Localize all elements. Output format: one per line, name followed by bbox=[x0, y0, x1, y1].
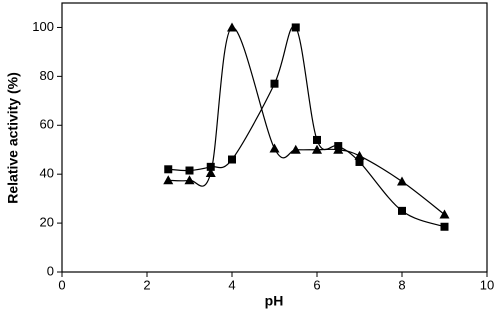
triangle-marker bbox=[227, 22, 237, 32]
triangle-marker bbox=[333, 144, 344, 154]
square-marker bbox=[228, 155, 236, 164]
y-tick-label: 40 bbox=[40, 166, 54, 181]
y-tick-label: 0 bbox=[47, 263, 54, 278]
x-tick-label: 2 bbox=[143, 277, 150, 292]
square-marker bbox=[355, 157, 364, 166]
triangle-marker bbox=[354, 150, 365, 160]
y-tick-label: 60 bbox=[40, 117, 54, 132]
x-tick-label: 0 bbox=[58, 277, 65, 292]
square-marker bbox=[206, 162, 215, 171]
triangle-marker bbox=[397, 176, 407, 186]
x-tick-label: 6 bbox=[313, 277, 320, 292]
triangle-marker bbox=[205, 167, 216, 177]
y-tick-label: 100 bbox=[32, 19, 54, 34]
x-tick-label: 4 bbox=[228, 277, 235, 292]
y-axis-title: Relative activity (%) bbox=[5, 72, 21, 204]
square-marker bbox=[185, 166, 194, 175]
triangle-marker bbox=[439, 209, 450, 219]
square-marker bbox=[313, 135, 321, 144]
square-marker bbox=[291, 23, 300, 32]
square-marker bbox=[270, 79, 279, 88]
y-tick-label: 20 bbox=[40, 215, 54, 230]
square-marker bbox=[398, 206, 406, 215]
y-tick-label: 80 bbox=[40, 68, 54, 83]
triangle-marker bbox=[163, 175, 174, 185]
square-marker bbox=[440, 222, 449, 231]
x-axis-title: pH bbox=[265, 293, 284, 309]
series-line bbox=[168, 25, 445, 228]
plot-frame bbox=[61, 2, 488, 273]
x-tick-label: 8 bbox=[398, 277, 405, 292]
square-marker bbox=[164, 165, 173, 174]
series-line bbox=[168, 26, 445, 216]
x-tick-label: 10 bbox=[480, 277, 494, 292]
triangle-marker bbox=[290, 144, 301, 154]
triangle-marker bbox=[184, 175, 195, 185]
triangle-marker bbox=[312, 144, 322, 154]
triangle-marker bbox=[269, 143, 280, 153]
